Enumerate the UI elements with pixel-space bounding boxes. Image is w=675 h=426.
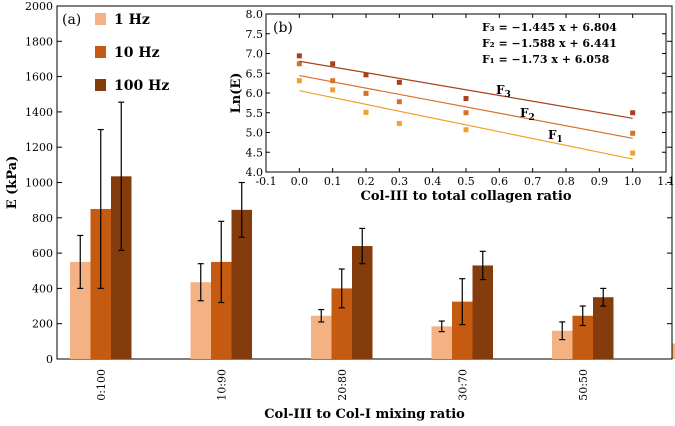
fit-line — [299, 74, 633, 139]
inset-x-tick-label: 0.8 — [557, 175, 575, 188]
y-tick-label: 1400 — [25, 106, 53, 119]
y-tick-label: 800 — [32, 212, 53, 225]
inset-y-tick-label: 4.0 — [246, 166, 264, 179]
scatter-point — [396, 79, 402, 85]
bar — [672, 343, 675, 359]
y-tick-label: 1200 — [25, 141, 53, 154]
scatter-point — [296, 78, 302, 84]
inset-chart: 4.0 4.5 5.0 5.5 6.0 6.5 7.0 7.5 8.0 -0.1 0.0 0.1 0.2… — [229, 8, 675, 204]
bar — [472, 265, 493, 359]
y-tick-label: 1600 — [25, 71, 53, 84]
inset-x-tick-label: 1.1 — [657, 175, 675, 188]
inset-x-tick-label: 0.5 — [457, 175, 475, 188]
y-tick-label: 600 — [32, 247, 53, 260]
fit-equation: F₁ = −1.73 x + 6.058 — [482, 53, 610, 66]
inset-y-axis-label: Ln(E) — [229, 73, 244, 114]
scatter-point — [363, 109, 369, 115]
inset-y-tick-label: 5.5 — [246, 107, 264, 120]
x-tick-label: 20:80 — [336, 369, 349, 401]
inset-y-tick-label: 6.0 — [246, 87, 264, 100]
bar — [190, 282, 211, 359]
inset-y-tick-label: 5.0 — [246, 127, 264, 140]
bar — [431, 326, 452, 359]
y-tick-label: 1800 — [25, 35, 53, 48]
fit-line — [299, 60, 633, 119]
inset-y-tick-label: 7.0 — [246, 48, 264, 61]
scatter-point — [463, 127, 469, 133]
x-tick-label: 0:100 — [95, 369, 108, 401]
scatter-point — [296, 61, 302, 67]
panel-label-b: (b) — [273, 20, 293, 36]
scatter-point — [296, 53, 302, 59]
fit-equation: F₂ = −1.588 x + 6.441 — [482, 37, 617, 50]
scatter-point — [363, 90, 369, 96]
scatter-point — [330, 78, 336, 84]
y-tick-label: 400 — [32, 282, 53, 295]
scatter-point — [330, 87, 336, 93]
legend-swatch — [95, 13, 106, 25]
fit-line — [299, 90, 633, 160]
bar — [593, 297, 614, 359]
inset-y-tick-label: 6.5 — [246, 67, 264, 80]
legend-swatch — [95, 46, 106, 58]
y-tick-label: 0 — [46, 353, 53, 366]
bar — [572, 315, 593, 359]
x-axis-label: Col-III to Col-I mixing ratio — [264, 407, 465, 422]
bar — [452, 301, 473, 359]
scatter-point — [630, 110, 636, 116]
bar — [311, 315, 332, 359]
inset-x-tick-label: 0.7 — [524, 175, 542, 188]
inset-x-tick-label: -0.1 — [255, 175, 276, 188]
bar — [70, 261, 91, 359]
scatter-point — [463, 96, 469, 102]
x-tick-label: 10:90 — [215, 369, 228, 401]
y-axis-label: E (kPa) — [5, 156, 20, 210]
inset-x-tick-label: 0.4 — [424, 175, 442, 188]
inset-x-tick-label: 0.6 — [491, 175, 509, 188]
bar — [552, 330, 573, 359]
bar — [331, 288, 352, 359]
inset-y-tick-label: 7.5 — [246, 28, 264, 41]
scatter-point — [396, 99, 402, 105]
legend-label: 10 Hz — [114, 45, 160, 61]
inset-x-tick-label: 1.0 — [624, 175, 642, 188]
scatter-point — [463, 110, 469, 116]
inset-x-tick-label: 0.9 — [591, 175, 609, 188]
inset-x-tick-label: 0.1 — [324, 175, 342, 188]
scatter-point — [630, 150, 636, 156]
scatter-point — [396, 120, 402, 126]
scatter-point — [330, 61, 336, 67]
legend-swatch — [95, 79, 106, 91]
y-tick-label: 200 — [32, 318, 53, 331]
x-tick-label: 50:50 — [577, 369, 590, 401]
inset-x-axis-label: Col-III to total collagen ratio — [360, 189, 571, 204]
inset-x-tick-label: 0.0 — [291, 175, 309, 188]
x-tick-label: 30:70 — [456, 369, 469, 401]
y-tick-label: 1000 — [25, 177, 53, 190]
scatter-point — [363, 72, 369, 78]
inset-y-tick-label: 4.5 — [246, 146, 264, 159]
y-tick-label: 2000 — [25, 0, 53, 13]
main-chart: 0 200 400 600 800 1000 1200 1400 1600 1800 2000 0:1… — [5, 0, 675, 422]
fit-equation: F₃ = −1.445 x + 6.804 — [482, 21, 617, 34]
legend-label: 100 Hz — [114, 78, 169, 94]
legend-label: 1 Hz — [114, 12, 150, 28]
inset-x-tick-label: 0.2 — [357, 175, 375, 188]
inset-y-tick-label: 8.0 — [246, 8, 264, 21]
panel-label-a: (a) — [62, 12, 81, 28]
bar — [231, 209, 252, 359]
inset-x-tick-label: 0.3 — [391, 175, 409, 188]
scatter-point — [630, 130, 636, 136]
bar — [352, 246, 373, 359]
bar — [211, 261, 232, 359]
bar — [111, 176, 132, 359]
